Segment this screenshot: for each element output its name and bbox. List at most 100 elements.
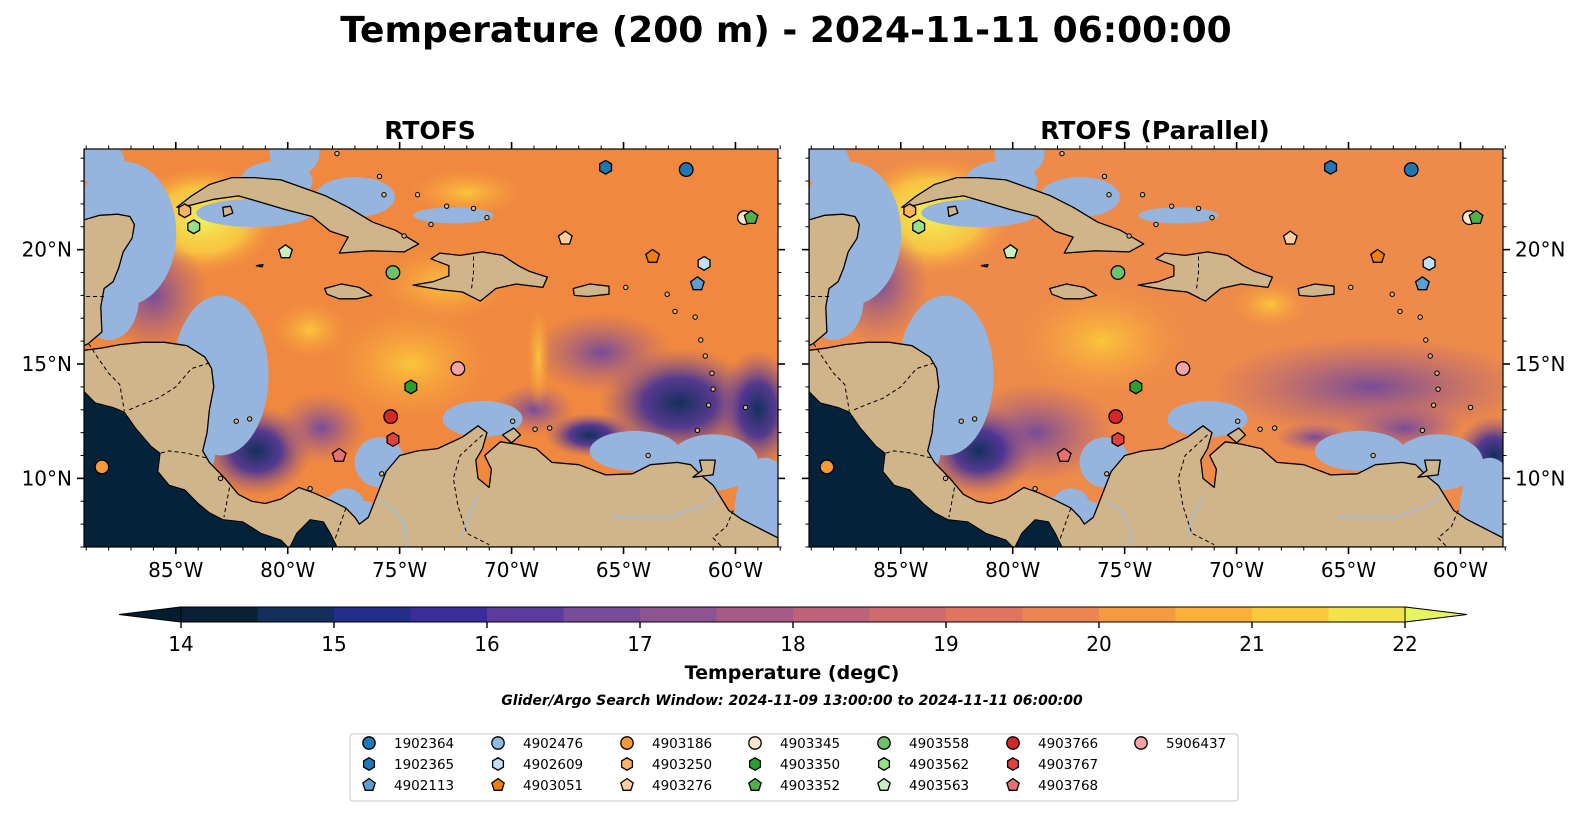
legend-label: 4903766 — [1038, 736, 1098, 752]
float-4903766-marker — [1108, 409, 1124, 425]
mainland-coast — [84, 341, 778, 547]
small-island — [510, 418, 516, 424]
small-island — [1257, 426, 1263, 432]
legend-item-4903350: 4903350 — [748, 757, 840, 773]
small-island — [958, 418, 964, 424]
temperature-anomaly — [325, 304, 496, 425]
map-content — [809, 149, 1503, 547]
small-island — [307, 485, 313, 492]
temperature-anomaly — [526, 302, 551, 413]
legend-item-5906437: 5906437 — [1134, 736, 1226, 752]
lon-tick-label: 85°W — [873, 558, 928, 582]
float-4903276-marker — [1282, 230, 1298, 245]
small-island — [1427, 353, 1433, 359]
small-island — [1059, 150, 1065, 157]
small-island — [705, 402, 712, 408]
colorbar-tick-label: 20 — [1086, 632, 1111, 656]
map-panel-rtofs-parallel: RTOFS (Parallel) 85°W 80°W 75°W 70°W 65°W 60°… — [802, 116, 1565, 582]
lon-tick-label: 85°W — [148, 558, 203, 582]
small-island — [664, 291, 670, 297]
country-border — [1059, 507, 1072, 541]
island-coast — [947, 205, 959, 218]
island-coast — [901, 176, 1145, 254]
island-coast — [176, 176, 420, 254]
legend-marker-4902609 — [491, 757, 505, 771]
float-4902113-marker — [689, 275, 705, 291]
legend-item-4903345: 4903345 — [748, 736, 840, 752]
float-4903766-marker — [383, 409, 399, 425]
small-island — [1209, 214, 1215, 221]
colorbar-under-extension — [118, 606, 182, 623]
legend-item-4903563: 4903563 — [877, 777, 969, 794]
shallow-shelf — [442, 400, 523, 437]
pacific-ocean — [809, 390, 1014, 547]
legend-marker-4903352 — [748, 777, 762, 791]
legend-marker-4903562 — [877, 757, 891, 771]
shallow-shelf — [734, 457, 778, 547]
island-coast — [1137, 251, 1274, 302]
colorbar-bin — [1252, 607, 1329, 622]
temperature-map — [809, 149, 1503, 547]
float-4903186-marker — [819, 459, 835, 475]
map-panel-rtofs: RTOFS 85°W 80°W 75°W 70°W 65°W 60°W 20°N 15°N 1… — [22, 116, 785, 582]
legend-item-4903186: 4903186 — [620, 736, 712, 752]
lon-tick-label: 60°W — [1433, 558, 1488, 582]
colorbar-tick-label: 19 — [933, 632, 958, 656]
small-island — [702, 353, 708, 359]
country-border — [851, 362, 935, 412]
small-island — [233, 418, 239, 424]
lon-tick-label: 70°W — [1209, 558, 1264, 582]
map-frame — [808, 148, 1504, 548]
colorbar-bin — [563, 607, 641, 622]
small-island — [1435, 386, 1441, 392]
colorbar-bin — [869, 607, 947, 622]
legend-label: 4903051 — [523, 778, 583, 794]
small-island — [546, 425, 553, 431]
small-island — [470, 205, 477, 212]
legend-label: 4903186 — [652, 736, 712, 752]
small-island — [694, 427, 701, 434]
legend-label: 1902365 — [394, 757, 454, 773]
colorbar-bin — [334, 607, 411, 622]
legend-label: 4902609 — [523, 757, 583, 773]
float-5906437-marker — [450, 361, 466, 377]
legend-label: 4903350 — [780, 757, 840, 773]
float-4903250-marker — [178, 203, 192, 219]
small-island — [1271, 425, 1278, 431]
map-frame — [83, 148, 779, 548]
lon-tick-label: 65°W — [596, 558, 651, 582]
float-4903768-marker — [331, 447, 347, 462]
country-border — [452, 434, 490, 546]
float-4903276-marker — [557, 230, 573, 245]
float-4903767-marker — [1111, 431, 1125, 448]
island-coast — [572, 283, 610, 298]
colorbar-bin — [410, 607, 488, 622]
float-4903562-marker — [912, 219, 926, 235]
float-4903558-marker — [385, 265, 401, 280]
small-island — [1168, 203, 1175, 209]
island-coast — [692, 459, 716, 478]
small-island — [381, 192, 387, 198]
float-4903186-marker — [94, 459, 110, 475]
legend-marker-4903768 — [1006, 777, 1020, 791]
river — [381, 500, 408, 547]
small-island — [1419, 427, 1426, 434]
legend-marker-1902365 — [362, 757, 376, 771]
small-island — [1389, 291, 1395, 297]
temperature-map — [84, 149, 778, 547]
float-4903562-marker — [187, 219, 201, 235]
temperature-anomaly — [1012, 281, 1193, 402]
temperature-anomaly — [270, 299, 351, 360]
small-island — [672, 308, 678, 315]
legend-label: 4903558 — [909, 736, 969, 752]
colorbar-tick-label: 18 — [780, 632, 805, 656]
lon-tick-label: 80°W — [985, 558, 1040, 582]
small-island — [1423, 337, 1429, 343]
colorbar-tick-label: 22 — [1392, 632, 1417, 656]
legend: 1902364 1902365 4902113 4902476 4902609 49030… — [349, 733, 1239, 802]
observation-markers — [819, 159, 1484, 475]
float-4902113-marker — [1414, 275, 1430, 291]
legend-label: 4903276 — [652, 778, 712, 794]
country-border — [334, 507, 347, 541]
float-4903350-marker — [1129, 379, 1143, 395]
